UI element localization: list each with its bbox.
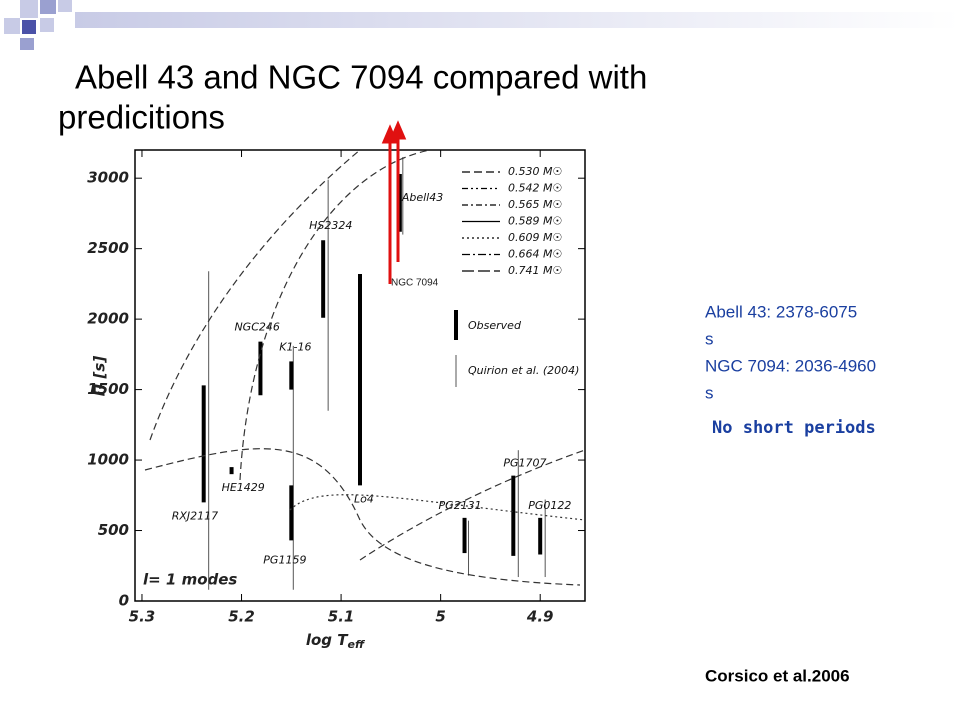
note-line: Abell 43: 2378-6075: [705, 302, 857, 321]
legend-label: 0.542 M☉: [508, 182, 562, 195]
star-label: PG1707: [503, 457, 546, 470]
y-tick-label: 2500: [87, 239, 129, 257]
star-label: K1-16: [279, 340, 311, 353]
x-axis-label-sub: eff: [348, 638, 366, 651]
legend-label: 0.530 M☉: [508, 165, 562, 178]
star-label: PG2131: [439, 499, 482, 512]
title: predicitions: [58, 99, 225, 136]
y-tick-label: 2000: [87, 310, 129, 328]
highlight: No short periods: [712, 418, 876, 438]
ngc7094-arrows: [381, 120, 407, 284]
legend-label: Quirion et al. (2004): [468, 364, 579, 377]
legend-label: 0.741 M☉: [508, 264, 562, 277]
legend-label: 0.609 M☉: [508, 231, 562, 244]
note-line: s: [705, 383, 714, 402]
note-line: s: [705, 329, 714, 348]
x-axis-label: log Teff: [306, 631, 366, 652]
citation: Corsico et al.2006: [705, 666, 850, 685]
star-label: HE1429: [222, 481, 265, 494]
y-tick-label: 1000: [87, 451, 129, 469]
annotation: l= 1 modes: [143, 571, 237, 589]
y-axis-label: Π [s]: [91, 356, 109, 397]
star-label: PG0122: [528, 499, 571, 512]
legend-label: 0.589 M☉: [508, 215, 562, 228]
x-tick-label: 5.3: [129, 608, 156, 626]
x-axis-label-main: log T: [306, 631, 349, 649]
star-label: Lo4: [354, 492, 374, 505]
star-label: NGC246: [234, 321, 279, 334]
y-tick-label: 1500: [87, 380, 129, 398]
y-tick-label: 3000: [87, 169, 129, 187]
legend-label: Observed: [468, 319, 522, 332]
y-tick-label: 0: [119, 592, 129, 610]
plot: 0 500 1000 1500 2000 2500 3000 5.3 5.2 5.1 5 4.9 Π […: [87, 150, 585, 651]
star-label: HS2324: [309, 219, 352, 232]
x-tick-label: 5: [435, 608, 445, 626]
legend-label: 0.664 M☉: [508, 248, 562, 261]
x-tick-label: 4.9: [526, 608, 554, 626]
legend-label: 0.565 M☉: [508, 198, 562, 211]
notes: Abell 43: 2378-6075 s NGC 7094: 2036-4960 s: [705, 302, 876, 402]
title: Abell 43 and NGC 7094 compared with: [75, 59, 647, 96]
x-tick-label: 5.1: [328, 608, 355, 626]
decoration: [4, 0, 960, 50]
chart-frame: [134, 149, 586, 602]
x-tick-label: 5.2: [228, 608, 255, 626]
y-tick-label: 500: [98, 521, 129, 539]
note-line: NGC 7094: 2036-4960: [705, 356, 876, 375]
star-label: Abell43: [401, 191, 443, 204]
star-label: RXJ2117: [172, 509, 218, 522]
arrow-label: NGC 7094: [391, 278, 439, 289]
star-label: PG1159: [263, 553, 306, 566]
